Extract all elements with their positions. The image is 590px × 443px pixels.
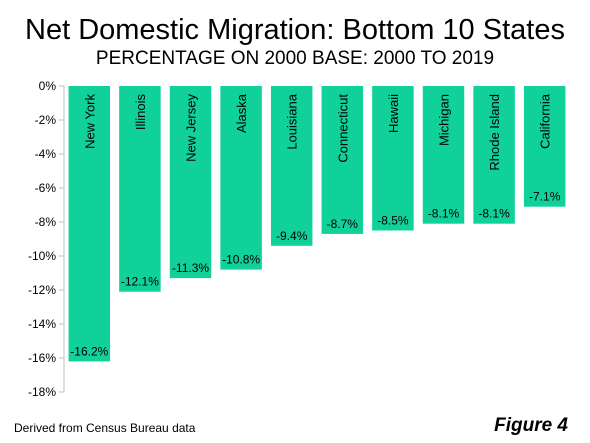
y-tick-label: -14% [28,317,56,331]
data-label: -9.4% [276,229,308,243]
y-tick-label: -16% [28,351,56,365]
category-label: Hawaii [386,94,401,133]
bar [422,86,465,224]
category-label: Louisiana [285,93,300,149]
bar [321,86,364,234]
data-label: -12.1% [121,275,159,289]
category-label: Rhode Island [487,94,502,171]
bar [68,86,111,362]
bar [119,86,161,292]
data-label: -8.1% [478,207,510,221]
bar [372,86,414,231]
y-tick-label: -4% [35,147,57,161]
data-label: -8.1% [428,207,460,221]
bars [68,86,566,362]
category-label: Michigan [437,94,452,146]
data-label: -16.2% [70,344,108,358]
bar [473,86,515,224]
y-tick-label: -6% [35,181,57,195]
data-label: -7.1% [529,190,561,204]
bar [169,86,212,279]
data-label: -8.7% [327,217,359,231]
figure-label: Figure 4 [494,415,568,436]
y-tick-label: -10% [28,249,56,263]
y-tick-label: -8% [35,215,57,229]
source-note: Derived from Census Bureau data [14,421,196,435]
category-label: Connecticut [335,94,350,163]
y-tick-label: -2% [35,113,57,127]
value-labels: -16.2% -12.1% -11.3% -10.8% -9.4% -8.7% -8.5% -… [70,190,560,359]
chart-title: Net Domestic Migration: Bottom 10 States [25,14,565,46]
bar [523,86,566,207]
category-label: California [538,93,553,149]
data-label: -11.3% [172,261,209,275]
category-label: Illinois [133,94,148,131]
y-tick-label: 0% [39,79,57,93]
bar [220,86,262,270]
category-label: Alaska [234,93,249,133]
category-labels: New York Illinois New Jersey Alaska Louisian… [82,93,552,170]
y-tick-label: -12% [28,283,56,297]
data-label: -10.8% [222,253,260,267]
category-label: New Jersey [184,94,199,162]
y-axis: 0% -2% -4% -6% -8% -10% -12% -14% -16% -18% [28,79,65,399]
chart-subtitle: PERCENTAGE ON 2000 BASE: 2000 TO 2019 [95,48,495,69]
category-label: New York [82,94,97,149]
data-label: -8.5% [377,214,409,228]
bar [270,86,313,246]
y-tick-label: -18% [28,385,56,399]
